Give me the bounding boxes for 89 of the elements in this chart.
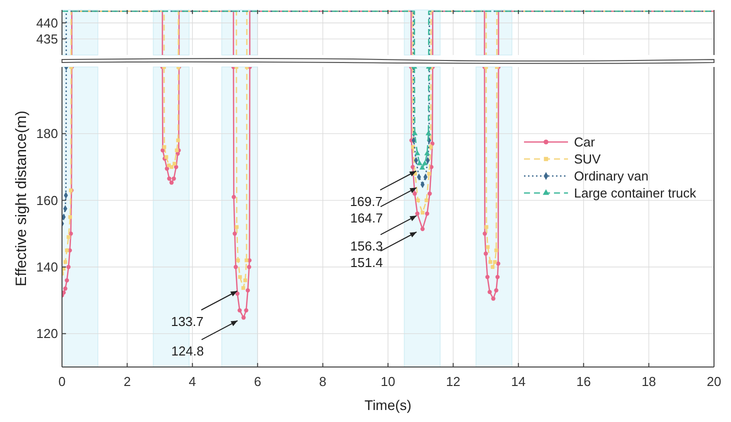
legend-label: Ordinary van [574,168,648,184]
point [234,264,238,270]
point [167,176,172,181]
point [425,212,430,216]
y-tick-label: 120 [36,326,58,342]
legend-label: SUV [574,152,602,166]
y-tick-label: 440 [36,15,58,30]
point [424,150,430,156]
point [68,215,72,219]
point [64,278,69,282]
point [65,248,69,252]
annotation: 124.8 [171,344,204,359]
legend-label: Car [574,134,596,150]
y-tick-label: 140 [36,260,58,274]
point [411,145,415,149]
point [412,192,417,196]
point [486,245,490,249]
x-axis-title: Time(s) [364,397,412,413]
point [422,160,428,166]
annotation: 156.3 [350,238,383,254]
point [428,145,433,149]
y-tick-label: 180 [36,126,58,142]
point [170,165,174,169]
point [236,258,240,262]
point [176,138,180,142]
x-tick-label: 0 [58,374,66,389]
point [238,308,242,312]
point [424,198,428,202]
point [493,260,497,264]
point [172,162,176,166]
y-tick-label: 435 [36,31,58,46]
point [174,164,178,170]
point [482,232,487,236]
point [234,225,239,229]
x-tick-label: 10 [380,374,396,389]
point [419,164,426,170]
point [172,176,176,181]
annotation: 164.7 [350,210,383,226]
point [484,225,488,229]
x-tick-label: 12 [446,374,460,389]
point [164,166,170,171]
point [66,235,70,239]
point [416,160,422,166]
point [410,164,415,170]
point [162,145,166,149]
point [495,274,500,280]
point [241,286,246,290]
point [63,286,68,291]
point [416,198,420,202]
x-tick-label: 2 [124,374,131,389]
point [62,290,66,295]
point [488,260,492,264]
point [246,288,250,292]
annotation: 169.7 [350,194,383,209]
x-tick-label: 6 [254,374,262,389]
point [428,192,432,196]
point [232,232,237,236]
point [491,296,496,301]
point [490,265,495,269]
point [63,260,68,264]
point [244,308,248,312]
point [415,212,420,216]
point [420,226,425,232]
x-tick-label: 4 [188,374,196,389]
point [494,288,498,292]
point [485,274,490,280]
legend-label: Large container truck [574,186,697,200]
point [169,180,174,185]
annotation: 133.7 [170,314,204,329]
point [66,264,71,270]
x-tick-label: 18 [642,374,656,389]
y-axis-title: Effective sight distance(m) [13,110,30,286]
x-tick-label: 16 [576,374,591,389]
point [235,292,240,296]
x-tick-label: 14 [511,374,526,389]
point [244,258,248,262]
x-tick-label: 20 [706,374,722,389]
point [420,210,424,215]
point [232,194,236,200]
annotation: 151.4 [350,255,383,270]
point [484,252,488,256]
x-tick-label: 8 [319,374,326,389]
point [427,172,431,176]
point [247,264,252,270]
point [238,275,242,279]
point [414,150,420,156]
y-tick-label: 160 [36,192,58,208]
point [488,290,492,294]
point [241,316,246,320]
